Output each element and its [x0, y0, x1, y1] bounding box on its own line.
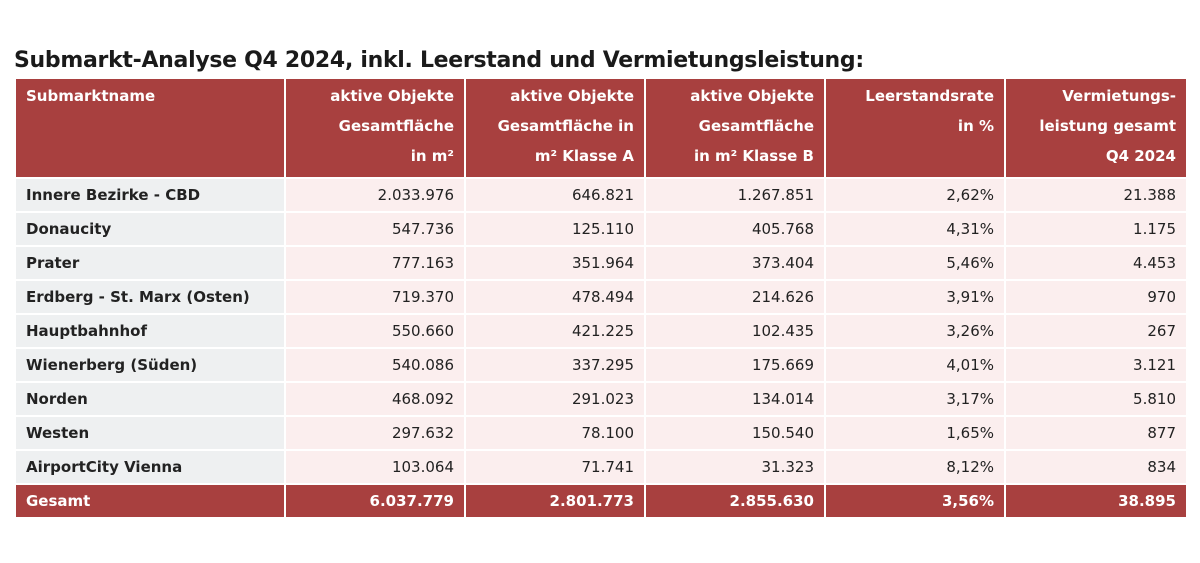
cell: 2,62% [824, 177, 1006, 213]
cell: 134.014 [644, 381, 826, 417]
cell: 468.092 [284, 381, 466, 417]
header-cell: aktive Objekte Gesamtfläche in m² [284, 77, 466, 179]
cell: 291.023 [464, 381, 646, 417]
row-label: Erdberg - St. Marx (Osten) [14, 279, 286, 315]
header-line: Gesamtfläche [338, 117, 454, 135]
cell: 777.163 [284, 245, 466, 281]
row-label: Hauptbahnhof [14, 313, 286, 349]
cell: 21.388 [1004, 177, 1188, 213]
table-row: Westen 297.632 78.100 150.540 1,65% 877 [14, 415, 1188, 451]
header-line: Vermietungs- [1062, 87, 1176, 105]
cell: 3.121 [1004, 347, 1188, 383]
table-row: Innere Bezirke - CBD 2.033.976 646.821 1.26… [14, 177, 1188, 213]
cell: 31.323 [644, 449, 826, 485]
cell: 3,17% [824, 381, 1006, 417]
cell: 970 [1004, 279, 1188, 315]
table: Submarktname aktive Objekte Gesamtfläche in… [14, 77, 1188, 519]
cell: 405.768 [644, 211, 826, 247]
table-row: AirportCity Vienna 103.064 71.741 31.323 8,1… [14, 449, 1188, 485]
header-line: aktive Objekte [330, 87, 454, 105]
cell: 175.669 [644, 347, 826, 383]
row-label: Norden [14, 381, 286, 417]
cell: 214.626 [644, 279, 826, 315]
row-label: Prater [14, 245, 286, 281]
header-line: leistung gesamt [1039, 117, 1176, 135]
cell: 5,46% [824, 245, 1006, 281]
cell: 834 [1004, 449, 1188, 485]
row-label: Innere Bezirke - CBD [14, 177, 286, 213]
header-cell: aktive Objekte Gesamtfläche in m² Klasse A [464, 77, 646, 179]
table-row: Wienerberg (Süden) 540.086 337.295 175.669 4… [14, 347, 1188, 383]
cell: 540.086 [284, 347, 466, 383]
cell: 478.494 [464, 279, 646, 315]
cell: 877 [1004, 415, 1188, 451]
cell: 4.453 [1004, 245, 1188, 281]
total-row: Gesamt 6.037.779 2.801.773 2.855.630 3,56% 38… [14, 483, 1188, 519]
cell: 5.810 [1004, 381, 1188, 417]
table-header: Submarktname aktive Objekte Gesamtfläche in… [14, 77, 1188, 179]
cell: 4,01% [824, 347, 1006, 383]
header-line: aktive Objekte [690, 87, 814, 105]
cell: 1.175 [1004, 211, 1188, 247]
cell: 351.964 [464, 245, 646, 281]
header-line: Submarktname [26, 87, 156, 105]
cell: 150.540 [644, 415, 826, 451]
cell: 71.741 [464, 449, 646, 485]
cell: 8,12% [824, 449, 1006, 485]
table-row: Prater 777.163 351.964 373.404 5,46% 4.453 [14, 245, 1188, 281]
header-line: in m² [410, 147, 454, 165]
cell: 373.404 [644, 245, 826, 281]
table-row: Donaucity 547.736 125.110 405.768 4,31% 1.175 [14, 211, 1188, 247]
header-line: Leerstandsrate [865, 87, 994, 105]
header-line: aktive Objekte [510, 87, 634, 105]
row-label: Donaucity [14, 211, 286, 247]
row-label: Wienerberg (Süden) [14, 347, 286, 383]
cell: 1.267.851 [644, 177, 826, 213]
table-row: Norden 468.092 291.023 134.014 3,17% 5.810 [14, 381, 1188, 417]
cell: 547.736 [284, 211, 466, 247]
table-row: Hauptbahnhof 550.660 421.225 102.435 3,26% 26… [14, 313, 1188, 349]
cell: 4,31% [824, 211, 1006, 247]
total-label: Gesamt [14, 483, 286, 519]
total-cell: 6.037.779 [284, 483, 466, 519]
header-cell: Submarktname [14, 77, 286, 179]
cell: 125.110 [464, 211, 646, 247]
total-cell: 3,56% [824, 483, 1006, 519]
cell: 550.660 [284, 313, 466, 349]
cell: 102.435 [644, 313, 826, 349]
cell: 3,91% [824, 279, 1006, 315]
header-line: Gesamtfläche in [497, 117, 634, 135]
row-label: Westen [14, 415, 286, 451]
cell: 78.100 [464, 415, 646, 451]
header-line: in % [957, 117, 994, 135]
table-row: Erdberg - St. Marx (Osten) 719.370 478.494… [14, 279, 1188, 315]
cell: 719.370 [284, 279, 466, 315]
header-row: Submarktname aktive Objekte Gesamtfläche in… [14, 77, 1188, 179]
cell: 2.033.976 [284, 177, 466, 213]
header-line: Q4 2024 [1105, 147, 1176, 165]
title: Submarkt-Analyse Q4 2024, inkl. Leerstan… [14, 48, 864, 73]
header-cell: aktive Objekte Gesamtfläche in m² Klasse B [644, 77, 826, 179]
cell: 3,26% [824, 313, 1006, 349]
row-label: AirportCity Vienna [14, 449, 286, 485]
cell: 297.632 [284, 415, 466, 451]
header-cell: Leerstandsrate in % [824, 77, 1006, 179]
header-line: in m² Klasse B [693, 147, 814, 165]
total-cell: 38.895 [1004, 483, 1188, 519]
cell: 267 [1004, 313, 1188, 349]
header-cell: Vermietungs-leistung gesamt Q4 2024 [1004, 77, 1188, 179]
cell: 337.295 [464, 347, 646, 383]
header-line: Gesamtfläche [698, 117, 814, 135]
content: Submarkt-Analyse Q4 2024, inkl. Leerstan… [14, 48, 1188, 519]
header-line: m² Klasse A [534, 147, 634, 165]
cell: 1,65% [824, 415, 1006, 451]
table-body: Innere Bezirke - CBD 2.033.976 646.821 1.26… [14, 177, 1188, 519]
cell: 103.064 [284, 449, 466, 485]
cell: 421.225 [464, 313, 646, 349]
cell: 646.821 [464, 177, 646, 213]
total-cell: 2.855.630 [644, 483, 826, 519]
total-cell: 2.801.773 [464, 483, 646, 519]
